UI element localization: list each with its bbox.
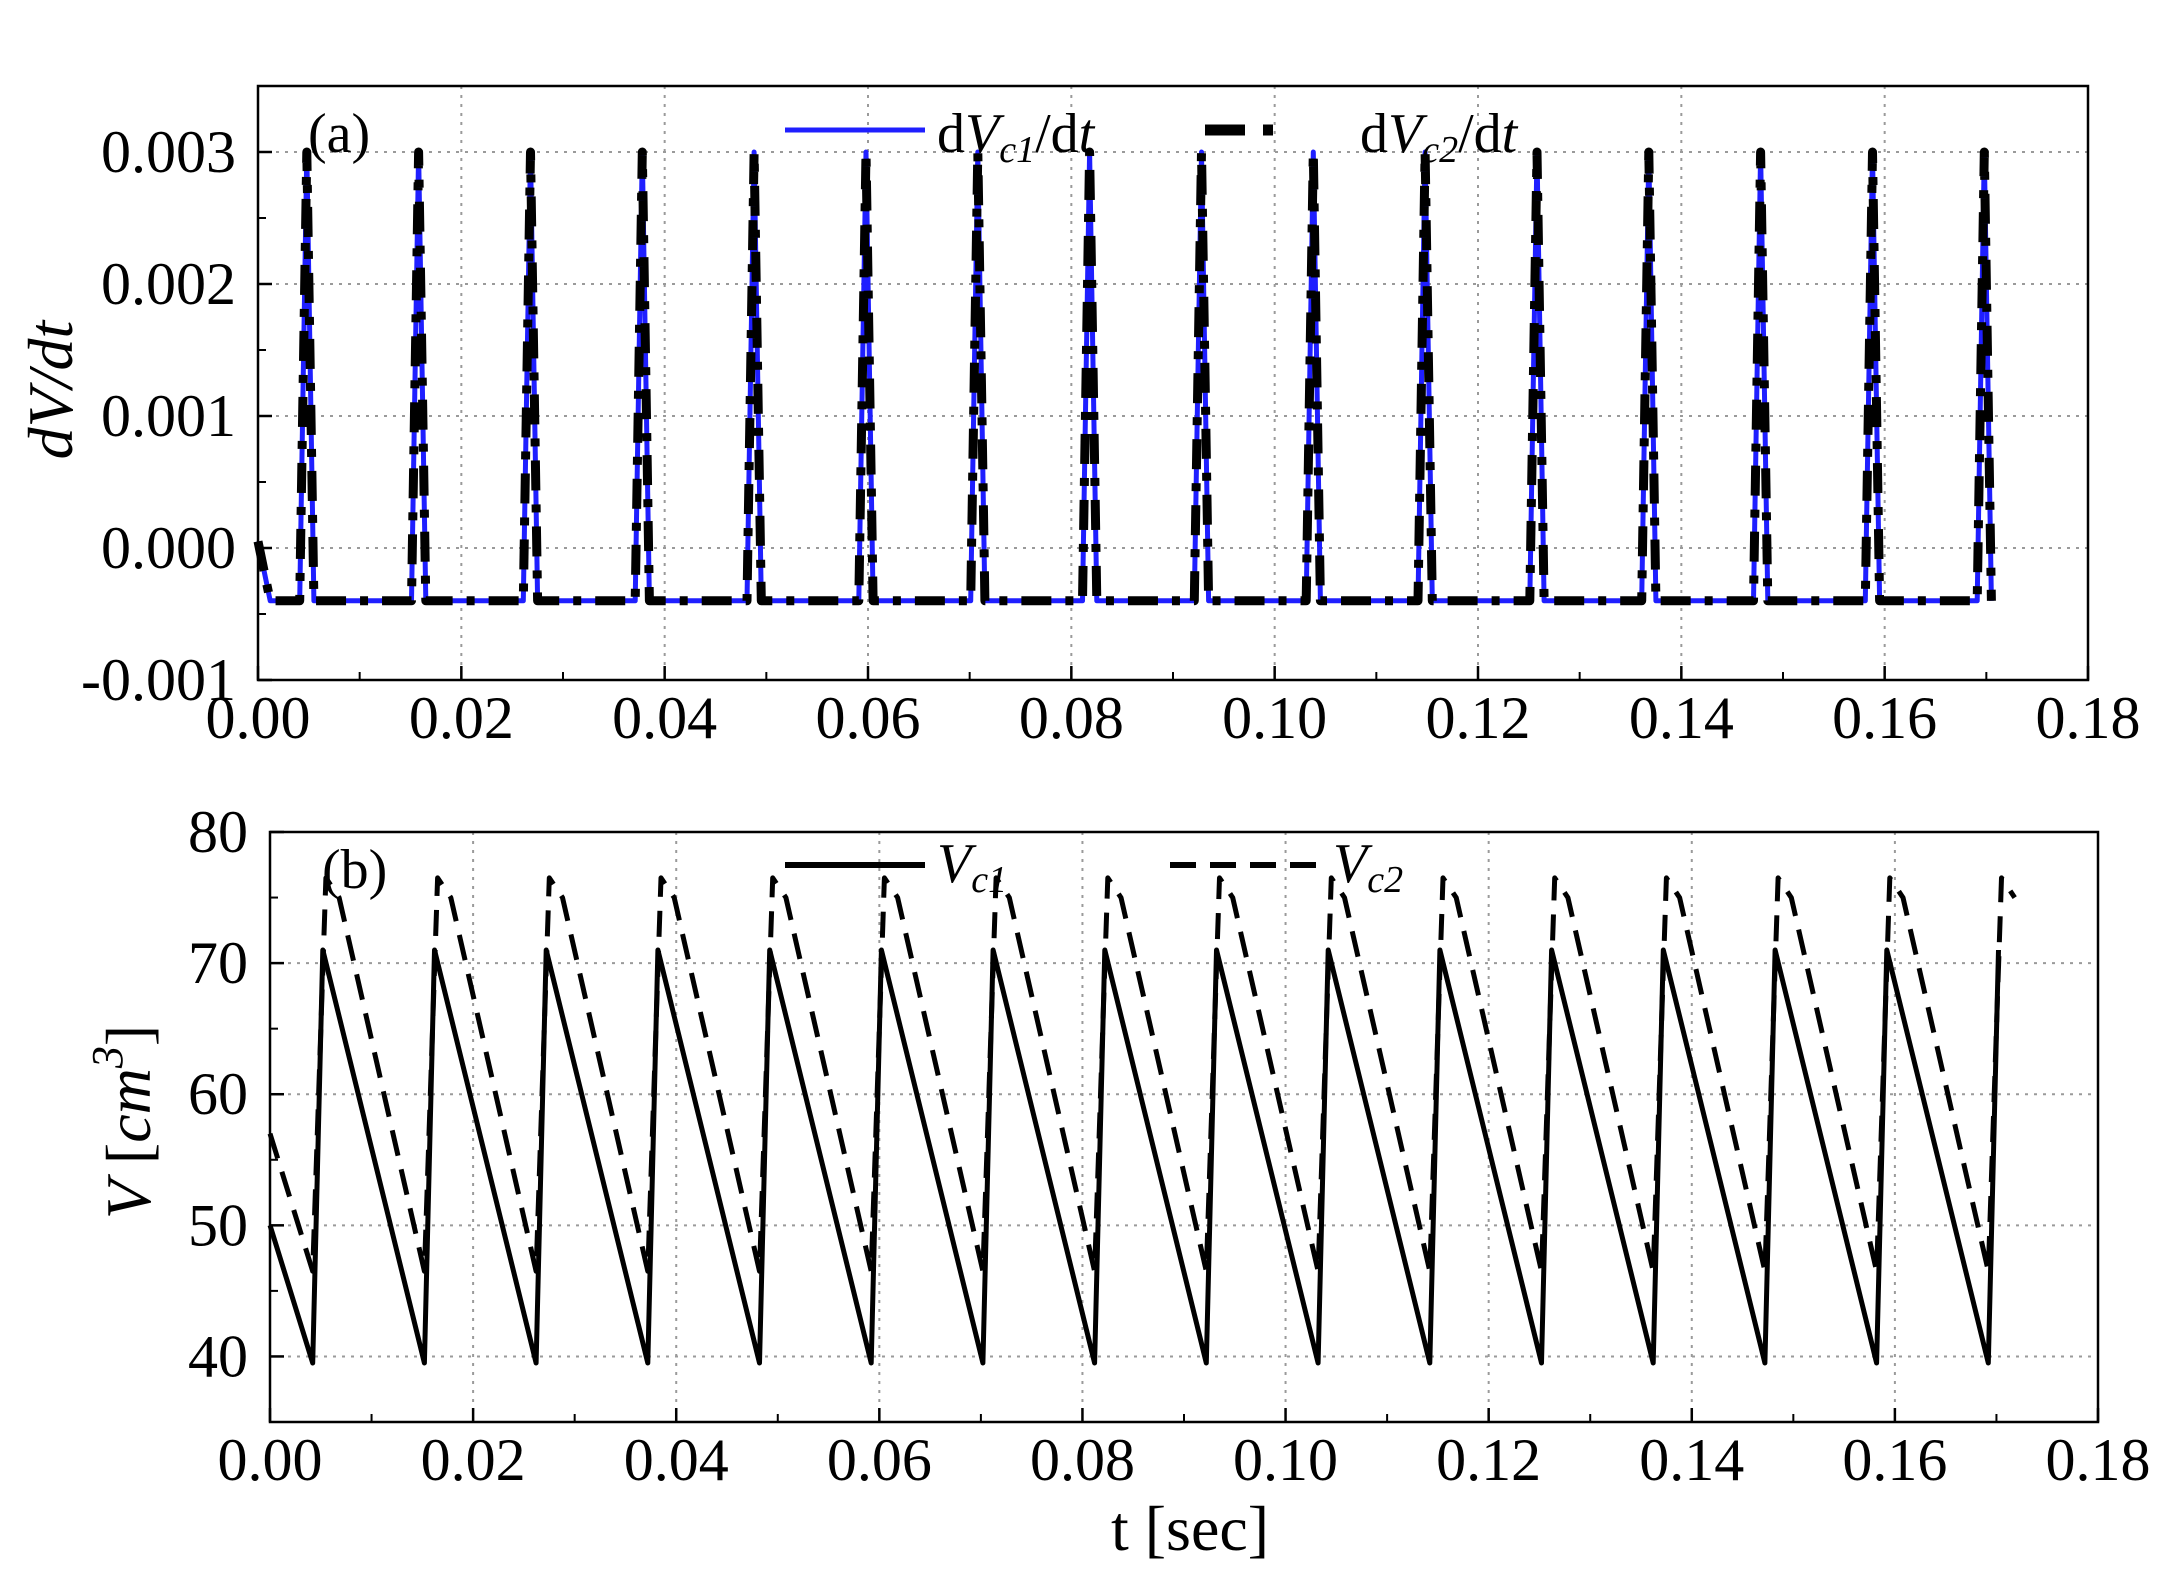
y-tick-label: 70: [188, 930, 248, 996]
x-tick-label: 0.12: [1426, 685, 1531, 751]
panel-b-xlabel: t [sec]: [1111, 1493, 1269, 1564]
x-tick-label: 0.04: [624, 1427, 729, 1493]
x-tick-label: 0.04: [612, 685, 717, 751]
y-tick-label: 80: [188, 799, 248, 865]
x-tick-label: 0.06: [827, 1427, 932, 1493]
x-tick-label: 0.02: [421, 1427, 526, 1493]
x-tick-label: 0.14: [1629, 685, 1734, 751]
x-tick-label: 0.14: [1639, 1427, 1744, 1493]
panel-a-series: [253, 147, 1996, 606]
panel-b-tag: (b): [322, 839, 387, 901]
y-tick-label: 40: [188, 1323, 248, 1389]
panel-b-grid: [270, 832, 2098, 1422]
x-tick-label: 0.02: [409, 685, 514, 751]
panel-b-ticks: 0.00 0.02 0.04 0.06 0.08 0.10 0.12 0.14 0.16 0.18…: [188, 799, 2151, 1493]
x-tick-label: 0.10: [1233, 1427, 1338, 1493]
panel-b: 0.00 0.02 0.04 0.06 0.08 0.10 0.12 0.14 0.16 0.18…: [83, 799, 2151, 1564]
y-tick-label: 60: [188, 1061, 248, 1127]
x-tick-label: 0.12: [1436, 1427, 1541, 1493]
x-tick-label: 0.00: [206, 685, 311, 751]
legend-a-label-1: dVc1/dt: [937, 103, 1096, 171]
panel-b-series: [267, 875, 2017, 1366]
legend-a-label-2: dVc2/dt: [1360, 103, 1519, 171]
panel-a: 0.00 0.02 0.04 0.06 0.08 0.10 0.12 0.14 0.16 0.18…: [15, 84, 2141, 751]
series-line-vc1: [267, 947, 2001, 1366]
x-tick-label: 0.06: [816, 685, 921, 751]
y-tick-label: -0.001: [81, 647, 236, 713]
x-tick-label: 0.18: [2036, 685, 2141, 751]
panel-a-ticks: 0.00 0.02 0.04 0.06 0.08 0.10 0.12 0.14 0.16 0.18…: [81, 119, 2140, 751]
y-tick-label: 0.000: [101, 515, 236, 581]
panel-b-legend: Vc1 Vc2: [785, 833, 1403, 901]
x-tick-label: 0.10: [1222, 685, 1327, 751]
legend-b-label-2: Vc2: [1333, 833, 1403, 901]
y-tick-label: 0.002: [101, 251, 236, 317]
x-tick-label: 0.00: [218, 1427, 323, 1493]
panel-a-tag: (a): [308, 103, 370, 165]
series-line-dvc1-dt: [255, 149, 1994, 604]
x-tick-label: 0.08: [1019, 685, 1124, 751]
series-line-dvc2-dt: [253, 147, 1996, 606]
y-tick-label: 0.003: [101, 119, 236, 185]
x-tick-label: 0.08: [1030, 1427, 1135, 1493]
y-tick-label: 50: [188, 1192, 248, 1258]
x-tick-label: 0.16: [1832, 685, 1937, 751]
panel-a-legend: dVc1/dt dVc2/dt: [785, 103, 1519, 171]
y-tick-label: 0.001: [101, 383, 236, 449]
x-tick-label: 0.16: [1842, 1427, 1947, 1493]
legend-b-label-1: Vc1: [937, 833, 1007, 901]
panel-b-ylabel: V [cm3]: [83, 1025, 164, 1219]
panel-a-ylabel: dV/dt: [15, 318, 86, 459]
series-line-vc2: [267, 875, 2017, 1274]
x-tick-label: 0.18: [2046, 1427, 2151, 1493]
